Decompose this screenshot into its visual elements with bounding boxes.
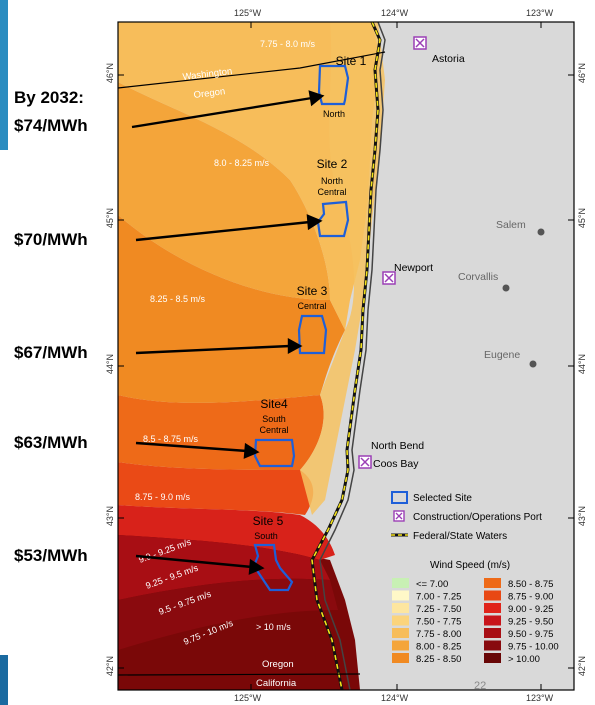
legend-swatch-left-3	[392, 616, 409, 626]
place-eugene: Eugene	[484, 349, 520, 361]
legend-selected-site: Selected Site	[413, 493, 472, 504]
legend-label-right-4: 9.50 - 9.75	[508, 629, 553, 640]
place-salem: Salem	[496, 219, 526, 231]
axis-bottom-124w: 124°W	[381, 693, 408, 703]
port-icon-coos-bay	[359, 456, 371, 468]
price-site-3: $67/MWh	[14, 343, 88, 363]
legend-swatch-left-6	[392, 653, 409, 663]
wind-label-z1: 7.75 - 8.0 m/s	[260, 39, 316, 49]
place-north-bend: North Bend	[371, 440, 424, 452]
site-3-region: Central	[297, 301, 326, 311]
site-5-region: South	[254, 531, 278, 541]
state-label-oregon-south: Oregon	[262, 659, 294, 670]
legend-swatch-left-0	[392, 578, 409, 588]
price-site-1: $74/MWh	[14, 116, 88, 136]
legend-label-left-3: 7.50 - 7.75	[416, 617, 461, 628]
site-4-name: Site4	[260, 397, 288, 411]
legend-port: Construction/Operations Port	[413, 512, 542, 523]
legend-swatch-right-4	[484, 628, 501, 638]
price-intro: By 2032:	[14, 88, 84, 108]
axis-top-124w: 124°W	[381, 8, 408, 18]
wind-label-z2: 8.0 - 8.25 m/s	[214, 158, 270, 168]
place-corvallis: Corvallis	[458, 271, 498, 283]
legend-label-right-1: 8.75 - 9.00	[508, 592, 553, 603]
legend-label-left-4: 7.75 - 8.00	[416, 629, 461, 640]
wind-label-z10: > 10 m/s	[256, 622, 291, 632]
axis-left-42n: 42°N	[105, 656, 115, 676]
axis-left-44n: 44°N	[105, 354, 115, 374]
legend-swatch-right-2	[484, 603, 501, 613]
legend-label-left-6: 8.25 - 8.50	[416, 654, 461, 665]
city-dot-salem	[538, 229, 545, 236]
site-2-name: Site 2	[317, 157, 348, 171]
legend-swatch-right-1	[484, 591, 501, 601]
legend-waters: Federal/State Waters	[413, 531, 507, 542]
legend-label-right-2: 9.00 - 9.25	[508, 604, 553, 615]
legend-label-right-5: 9.75 - 10.00	[508, 642, 559, 653]
price-site-2: $70/MWh	[14, 230, 88, 250]
axis-right-44n: 44°N	[577, 354, 587, 374]
axis-right-45n: 45°N	[577, 208, 587, 228]
site-3-name: Site 3	[297, 284, 328, 298]
axis-left-46n: 46°N	[105, 63, 115, 83]
legend-label-left-1: 7.00 - 7.25	[416, 592, 461, 603]
state-label-california: California	[256, 678, 297, 689]
legend-swatch-right-5	[484, 641, 501, 651]
legend-label-left-0: <= 7.00	[416, 579, 448, 590]
legend-swatch-left-2	[392, 603, 409, 613]
site-1-name: Site 1	[336, 54, 367, 68]
place-coos-bay: Coos Bay	[373, 458, 419, 470]
legend-swatch-right-3	[484, 616, 501, 626]
legend-label-right-3: 9.25 - 9.50	[508, 617, 553, 628]
legend-port-icon	[394, 511, 404, 521]
price-site-4: $63/MWh	[14, 433, 88, 453]
legend-swatch-left-5	[392, 641, 409, 651]
site-4-region: South Central	[259, 414, 288, 435]
legend-label-right-6: > 10.00	[508, 654, 540, 665]
site-5-name: Site 5	[253, 514, 284, 528]
city-dot-corvallis	[503, 285, 510, 292]
slide-edge-decoration-bottom	[0, 655, 8, 705]
axis-bottom-123w: 123°W	[526, 693, 553, 703]
place-newport: Newport	[394, 262, 433, 274]
wind-label-z3: 8.25 - 8.5 m/s	[150, 294, 206, 304]
city-dot-eugene	[530, 361, 537, 368]
axis-right-43n: 43°N	[577, 506, 587, 526]
axis-right-42n: 42°N	[577, 656, 587, 676]
axis-top-123w: 123°W	[526, 8, 553, 18]
page-number: 22	[474, 680, 486, 692]
axis-bottom-125w: 125°W	[234, 693, 261, 703]
wind-label-z4: 8.5 - 8.75 m/s	[143, 434, 199, 444]
legend-wind-title: Wind Speed (m/s)	[430, 560, 510, 571]
legend-swatch-left-4	[392, 628, 409, 638]
price-site-5: $53/MWh	[14, 546, 88, 566]
axis-left-45n: 45°N	[105, 208, 115, 228]
legend-label-left-2: 7.25 - 7.50	[416, 604, 461, 615]
legend-swatch-left-1	[392, 591, 409, 601]
place-astoria: Astoria	[432, 53, 465, 65]
axis-right-46n: 46°N	[577, 63, 587, 83]
legend-label-left-5: 8.00 - 8.25	[416, 642, 461, 653]
legend-label-right-0: 8.50 - 8.75	[508, 579, 553, 590]
axis-top-125w: 125°W	[234, 8, 261, 18]
legend-swatch-right-0	[484, 578, 501, 588]
wind-label-z5: 8.75 - 9.0 m/s	[135, 492, 191, 502]
axis-left-43n: 43°N	[105, 506, 115, 526]
port-icon-astoria	[414, 37, 426, 49]
site-1-region: North	[323, 109, 345, 119]
slide-edge-decoration	[0, 0, 8, 150]
legend-swatch-right-6	[484, 653, 501, 663]
site-2-region: North Central	[317, 176, 346, 197]
